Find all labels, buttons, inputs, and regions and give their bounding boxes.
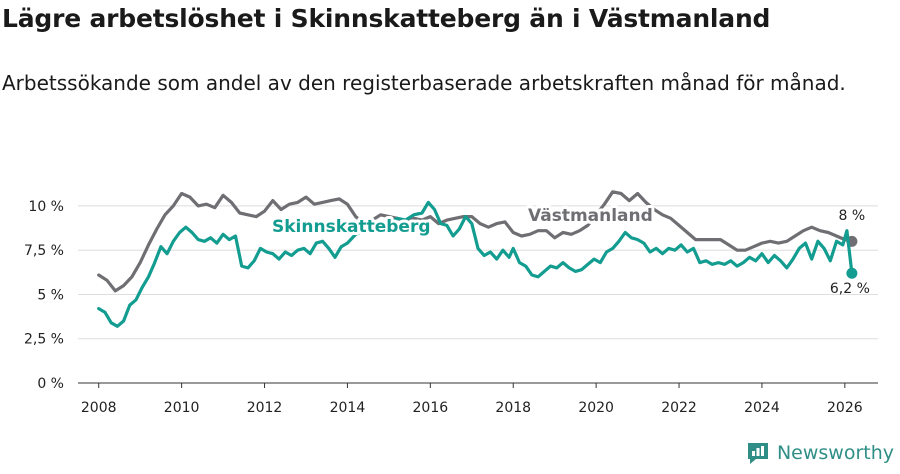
series-label-skinnskatteberg: Skinnskatteberg [272, 217, 431, 237]
newsworthy-logo-icon [747, 443, 768, 464]
x-tick-label: 2012 [247, 400, 283, 416]
chart-title: Lägre arbetslöshet i Skinnskatteberg än … [2, 4, 771, 33]
end-value-label-skinnskatteberg: 6,2 % [830, 281, 870, 297]
y-tick-label: 2,5 % [24, 332, 64, 348]
x-tick-label: 2016 [413, 400, 449, 416]
x-tick-label: 2018 [495, 400, 531, 416]
chart-subtitle: Arbetssökande som andel av den registerb… [2, 71, 846, 95]
series-line-västmanland [97, 190, 854, 293]
y-tick-label: 10 % [28, 199, 64, 215]
series-line-skinnskatteberg [97, 200, 854, 328]
y-tick-label: 5 % [37, 287, 64, 303]
brand-name: Newsworthy [776, 442, 894, 464]
series-label-vastmanland-halo: Västmanland [528, 206, 653, 226]
x-tick-label: 2010 [164, 400, 200, 416]
x-tick-label: 2022 [661, 400, 697, 416]
end-value-label-vastmanland: 8 % [839, 208, 866, 224]
x-tick-label: 2026 [827, 400, 863, 416]
brand-logo[interactable]: Newsworthy [745, 440, 894, 466]
series-label-skinnskatteberg-halo: Skinnskatteberg [272, 217, 431, 237]
x-tick-label: 2020 [578, 400, 614, 416]
y-tick-label: 7,5 % [24, 243, 64, 259]
x-tick-label: 2008 [81, 400, 117, 416]
end-point-skinnskatteberg [846, 267, 858, 279]
y-tick-label: 0 % [37, 376, 64, 392]
x-tick-label: 2024 [744, 400, 780, 416]
series-label-vastmanland: Västmanland [528, 206, 653, 226]
x-tick-label: 2014 [330, 400, 366, 416]
